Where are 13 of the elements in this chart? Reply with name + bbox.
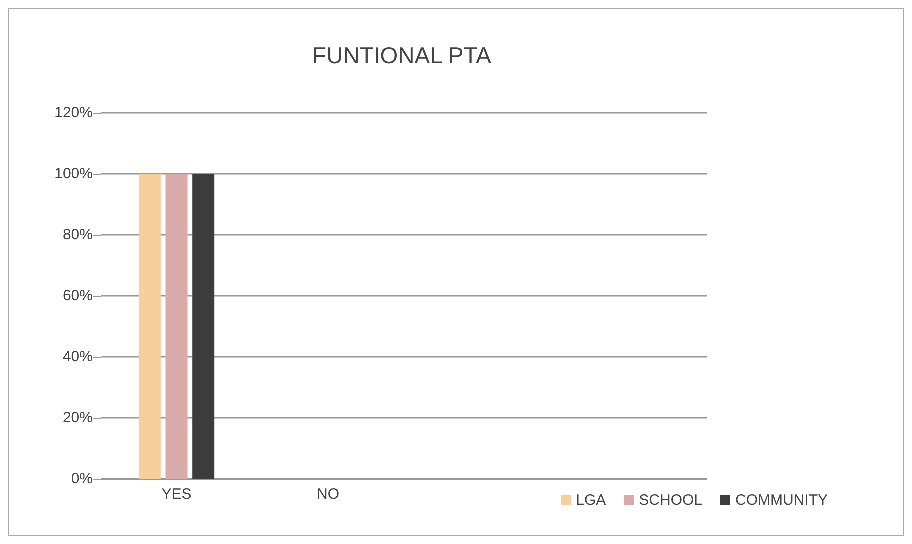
y-tick-label: 100% (54, 166, 93, 182)
y-tick-label: 20% (62, 410, 93, 426)
y-tick-label: 60% (62, 288, 93, 304)
y-tick-label: 40% (62, 348, 93, 366)
y-tick-label: 0% (71, 470, 93, 488)
x-tick-label: YES (162, 486, 192, 503)
y-tick-label: 80% (62, 226, 93, 244)
legend-label: LGA (576, 492, 606, 509)
chart-title: FUNTIONAL PTA (312, 42, 492, 68)
y-tick-label: 120% (54, 104, 93, 122)
legend-label: COMMUNITY (736, 492, 828, 509)
x-tick-label: NO (317, 486, 340, 503)
legend-label: SCHOOL (639, 492, 703, 509)
